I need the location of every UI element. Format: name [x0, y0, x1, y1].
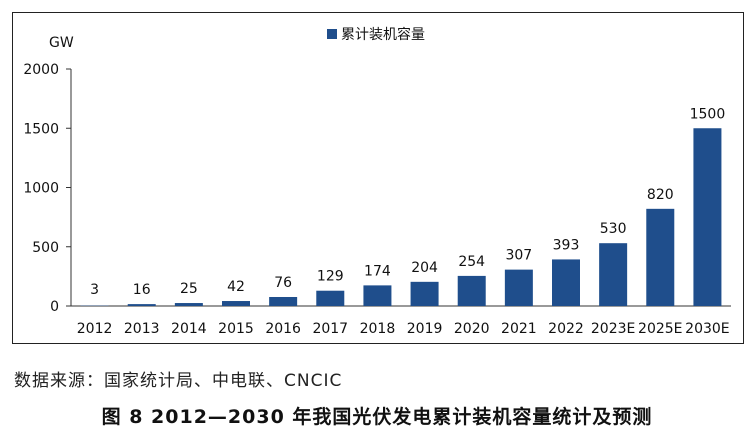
- chart-frame: 累计装机容量 GW 0 500 1000 1500 2000 3 16 25 42 76 129 1…: [12, 12, 744, 344]
- bar: [363, 285, 392, 306]
- x-tick-label: 2020: [454, 321, 490, 337]
- data-label: 820: [647, 187, 674, 203]
- x-tick-label: 2017: [312, 321, 348, 337]
- data-label: 3: [90, 282, 99, 298]
- x-tick-label: 2021: [501, 321, 537, 337]
- x-tick-labels: 2012 2013 2014 2015 2016 2017 2018 2019 2020 2021…: [77, 321, 730, 337]
- x-tick-label: 2022: [548, 321, 584, 337]
- legend-label: 累计装机容量: [341, 26, 425, 43]
- x-tick-label: 2016: [265, 321, 301, 337]
- bar: [174, 303, 203, 306]
- x-tick-label: 2014: [171, 321, 207, 337]
- data-label: 204: [411, 260, 438, 276]
- data-labels: 3 16 25 42 76 129 174 204 254 307 393 530 820 1500: [90, 106, 725, 298]
- axes: [66, 68, 731, 307]
- bar-chart: 累计装机容量 GW 0 500 1000 1500 2000 3 16 25 42 76 129 1…: [23, 26, 731, 337]
- bar: [222, 301, 250, 306]
- data-label: 1500: [690, 106, 726, 122]
- data-label: 393: [553, 237, 580, 253]
- bar: [646, 208, 675, 306]
- bar: [504, 269, 533, 306]
- bar: [693, 128, 722, 306]
- y-tick-labels: 0 500 1000 1500 2000: [23, 62, 59, 315]
- data-label: 16: [133, 282, 151, 298]
- y-tick-label: 1500: [23, 121, 59, 137]
- bar: [127, 304, 156, 306]
- data-label: 42: [227, 279, 245, 295]
- y-tick-label: 1000: [23, 181, 59, 197]
- x-tick-label: 2030E: [685, 321, 729, 337]
- figure-caption: 图 8 2012—2030 年我国光伏发电累计装机容量统计及预测: [101, 406, 653, 428]
- data-label: 76: [274, 275, 292, 291]
- x-tick-label: 2015: [218, 321, 254, 337]
- y-tick-label: 2000: [23, 62, 59, 78]
- y-axis-unit: GW: [49, 35, 74, 51]
- legend: 累计装机容量: [327, 26, 425, 43]
- data-label: 25: [180, 281, 198, 297]
- x-tick-label: 2019: [407, 321, 443, 337]
- bar: [269, 296, 298, 306]
- data-label: 254: [458, 254, 485, 270]
- data-label: 530: [600, 221, 627, 237]
- bar: [599, 243, 628, 306]
- y-tick-label: 0: [50, 299, 59, 315]
- bar: [410, 281, 439, 306]
- x-tick-label: 2013: [124, 321, 160, 337]
- bar: [316, 290, 345, 306]
- source-note: 数据来源：国家统计局、中电联、CNCIC: [14, 371, 343, 391]
- x-tick-label: 2018: [360, 321, 396, 337]
- bar: [457, 275, 486, 306]
- data-label: 129: [317, 269, 344, 285]
- data-label: 174: [364, 263, 391, 279]
- x-tick-label: 2023E: [591, 321, 635, 337]
- bar: [552, 259, 580, 306]
- bars: [80, 128, 722, 306]
- data-label: 307: [505, 248, 532, 264]
- x-tick-label: 2025E: [638, 321, 682, 337]
- x-tick-label: 2012: [77, 321, 113, 337]
- y-tick-label: 500: [32, 240, 59, 256]
- legend-swatch: [327, 29, 337, 39]
